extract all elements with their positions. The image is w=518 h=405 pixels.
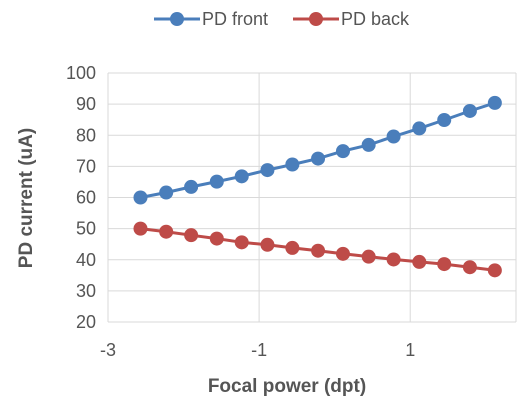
legend-label-pd-front: PD front (202, 9, 268, 29)
data-point-pd-back (412, 254, 427, 269)
y-tick-label: 100 (66, 63, 96, 83)
data-point-pd-back (361, 249, 376, 264)
data-point-pd-back (462, 260, 477, 275)
y-tick-label: 80 (76, 125, 96, 145)
data-point-pd-back (159, 224, 174, 239)
data-point-pd-front (437, 112, 452, 127)
data-point-pd-front (133, 190, 148, 205)
y-tick-label: 30 (76, 281, 96, 301)
y-tick-label: 40 (76, 250, 96, 270)
legend-marker-pd-front (170, 12, 184, 26)
data-point-pd-front (159, 185, 174, 200)
x-axis-ticks: -3 -1 1 (100, 340, 415, 360)
x-tick-label: -1 (251, 340, 267, 360)
data-point-pd-front (184, 179, 199, 194)
data-point-pd-back (133, 221, 148, 236)
data-point-pd-back (184, 228, 199, 243)
data-point-pd-front (285, 157, 300, 172)
x-axis-title: Focal power (dpt) (208, 376, 366, 397)
data-point-pd-back (260, 237, 275, 252)
y-tick-label: 90 (76, 94, 96, 114)
y-tick-label: 20 (76, 312, 96, 332)
gridlines (107, 72, 517, 323)
y-tick-label: 60 (76, 188, 96, 208)
legend-label-pd-back: PD back (341, 9, 410, 29)
data-point-pd-front (234, 169, 249, 184)
y-tick-label: 50 (76, 219, 96, 239)
data-point-pd-front (462, 103, 477, 118)
x-tick-label: 1 (405, 340, 415, 360)
data-point-pd-front (209, 174, 224, 189)
data-point-pd-front (386, 129, 401, 144)
legend-marker-pd-back (309, 12, 323, 26)
y-tick-label: 70 (76, 156, 96, 176)
data-point-pd-back (311, 243, 326, 258)
data-point-pd-front (335, 144, 350, 159)
data-point-pd-back (386, 252, 401, 267)
x-tick-label: -3 (100, 340, 116, 360)
data-point-pd-front (412, 121, 427, 136)
data-point-pd-back (487, 263, 502, 278)
legend: PD front PD back (154, 9, 410, 29)
data-point-pd-back (335, 246, 350, 261)
y-axis-ticks: 20 30 40 50 60 70 80 90 100 (66, 63, 96, 332)
legend-item-pd-back: PD back (293, 9, 410, 29)
data-point-pd-back (437, 257, 452, 272)
data-point-pd-front (311, 151, 326, 166)
data-point-pd-back (234, 235, 249, 250)
data-point-pd-front (487, 95, 502, 110)
data-point-pd-back (285, 240, 300, 255)
data-point-pd-front (361, 137, 376, 152)
series-group (133, 95, 502, 278)
data-point-pd-front (260, 163, 275, 178)
y-axis-title: PD current (uA) (16, 128, 37, 268)
data-point-pd-back (209, 231, 224, 246)
legend-item-pd-front: PD front (154, 9, 268, 29)
